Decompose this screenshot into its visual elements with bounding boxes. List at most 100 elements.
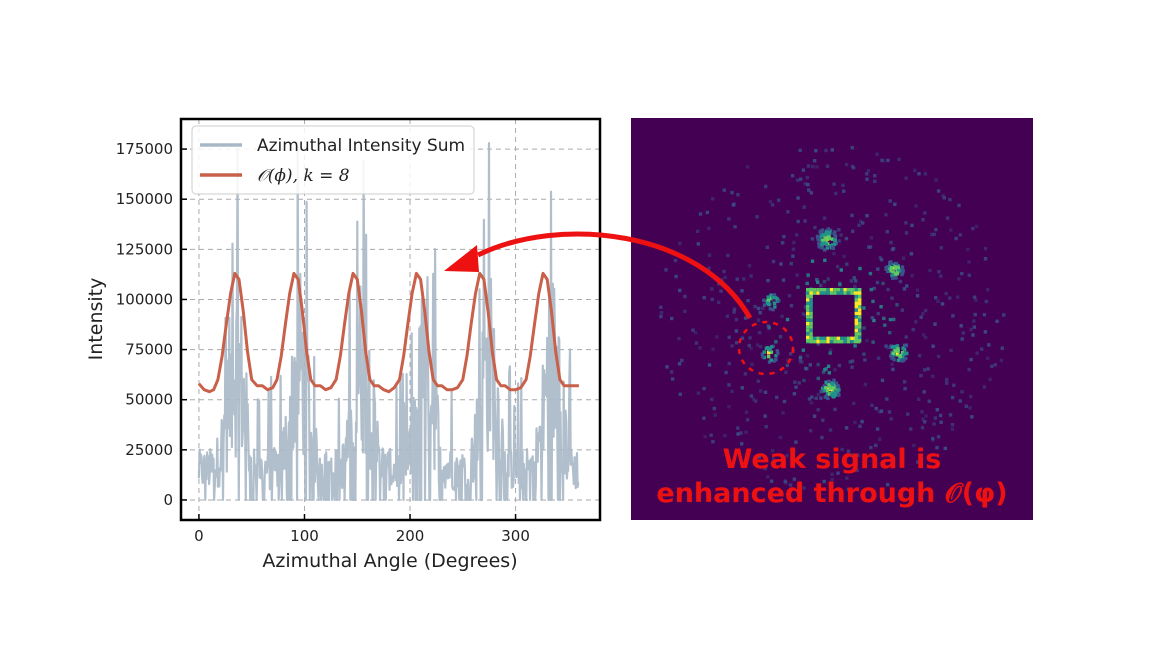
- noise-pixel: [816, 342, 820, 346]
- noise-pixel: [784, 481, 788, 485]
- noise-pixel: [819, 396, 823, 400]
- noise-pixel: [935, 408, 939, 412]
- central-ring-pixel: [816, 288, 820, 292]
- noise-pixel: [730, 344, 734, 348]
- bragg-spot-pixel: [817, 244, 821, 248]
- bragg-spot-pixel: [815, 234, 820, 239]
- noise-pixel: [869, 287, 873, 292]
- noise-pixel: [828, 351, 832, 355]
- noise-pixel: [922, 390, 926, 394]
- weak-signal-circle: [737, 320, 795, 376]
- bragg-spot-pixel: [767, 360, 772, 364]
- noise-pixel: [786, 358, 790, 363]
- noise-pixel: [836, 471, 840, 475]
- noise-pixel: [744, 410, 749, 414]
- noise-pixel: [936, 189, 941, 193]
- central-ring-pixel: [854, 305, 858, 309]
- central-ring-pixel: [850, 291, 854, 295]
- bragg-spot-pixel: [890, 356, 894, 360]
- central-ring-pixel: [829, 291, 834, 295]
- central-ring-pixel: [854, 288, 858, 292]
- central-ring-pixel: [854, 294, 858, 299]
- noise-pixel: [983, 257, 988, 261]
- noise-pixel: [740, 386, 744, 390]
- noise-pixel: [933, 322, 937, 326]
- central-ring-pixel: [809, 322, 813, 326]
- noise-pixel: [749, 274, 753, 278]
- central-ring-pixel: [858, 335, 862, 339]
- noise-pixel: [816, 392, 820, 397]
- noise-pixel: [805, 281, 809, 286]
- noise-pixel: [972, 295, 977, 299]
- central-ring-pixel: [854, 315, 858, 319]
- central-ring-pixel: [826, 288, 830, 292]
- bragg-spot-pixel: [890, 345, 895, 349]
- central-ring-pixel: [809, 318, 813, 322]
- noise-pixel: [711, 197, 715, 201]
- central-ring-pixel: [858, 301, 862, 305]
- noise-pixel: [833, 368, 837, 372]
- noise-pixel: [966, 247, 970, 252]
- noise-pixel: [944, 291, 948, 296]
- annotation-line-2: enhanced through 𝒪(φ): [656, 478, 1007, 509]
- noise-pixel: [810, 395, 814, 399]
- noise-pixel: [707, 253, 712, 257]
- noise-pixel: [911, 327, 915, 332]
- noise-pixel: [734, 317, 739, 322]
- central-ring-pixel: [854, 301, 858, 305]
- noise-pixel: [967, 273, 971, 277]
- noise-pixel: [735, 277, 739, 281]
- noise-pixel: [974, 224, 979, 228]
- smooth-series-layer: [197, 271, 579, 394]
- bragg-spot-pixel: [761, 354, 765, 359]
- noise-pixel: [841, 183, 845, 187]
- central-ring-pixel: [854, 318, 858, 322]
- y-tick-label: 100000: [116, 290, 173, 308]
- noise-pixel: [884, 344, 888, 348]
- central-ring-pixel: [806, 318, 810, 322]
- central-ring-pixel: [809, 332, 813, 336]
- noise-pixel: [969, 327, 973, 332]
- noise-pixel: [987, 343, 991, 347]
- noise-pixel: [833, 407, 837, 412]
- noise-pixel: [957, 277, 961, 281]
- noise-pixel: [806, 273, 810, 277]
- legend-label-smooth: 𝒪(ϕ), k = 8: [257, 166, 350, 186]
- noise-pixel: [939, 246, 943, 250]
- noise-pixel: [795, 233, 799, 237]
- noise-pixel: [873, 174, 877, 178]
- noise-pixel: [740, 336, 745, 340]
- noise-pixel: [954, 236, 958, 241]
- central-ring-pixel: [858, 318, 862, 322]
- noise-pixel: [891, 367, 895, 372]
- noise-pixel: [799, 177, 803, 181]
- noise-pixel: [861, 221, 865, 225]
- noise-pixel: [870, 403, 874, 407]
- noise-pixel: [771, 259, 776, 264]
- central-ring-pixel: [806, 294, 810, 299]
- noise-pixel: [863, 382, 868, 387]
- noise-pixel: [736, 426, 740, 430]
- bragg-spot-pixel: [901, 354, 905, 358]
- noise-pixel: [860, 419, 864, 424]
- noise-pixel: [869, 236, 874, 240]
- noise-pixel: [879, 258, 884, 262]
- bragg-spot-pixel: [824, 380, 828, 384]
- noise-pixel: [764, 425, 768, 429]
- central-ring-pixel: [806, 308, 810, 312]
- bragg-spot-pixel: [775, 349, 779, 353]
- noise-pixel: [779, 262, 783, 266]
- noise-pixel: [659, 305, 663, 309]
- noise-pixel: [722, 188, 726, 192]
- noise-pixel: [821, 370, 826, 374]
- noise-pixel: [750, 362, 754, 366]
- bragg-spot-pixel: [831, 385, 836, 390]
- central-ring-pixel: [846, 340, 851, 344]
- bragg-spot-pixel: [891, 276, 895, 280]
- noise-pixel: [796, 196, 800, 200]
- bragg-spot-pixel: [884, 267, 888, 271]
- noise-pixel: [727, 383, 731, 387]
- noise-pixel: [778, 335, 783, 339]
- bragg-spot-pixel: [898, 354, 902, 358]
- legend-label-raw: Azimuthal Intensity Sum: [257, 136, 465, 156]
